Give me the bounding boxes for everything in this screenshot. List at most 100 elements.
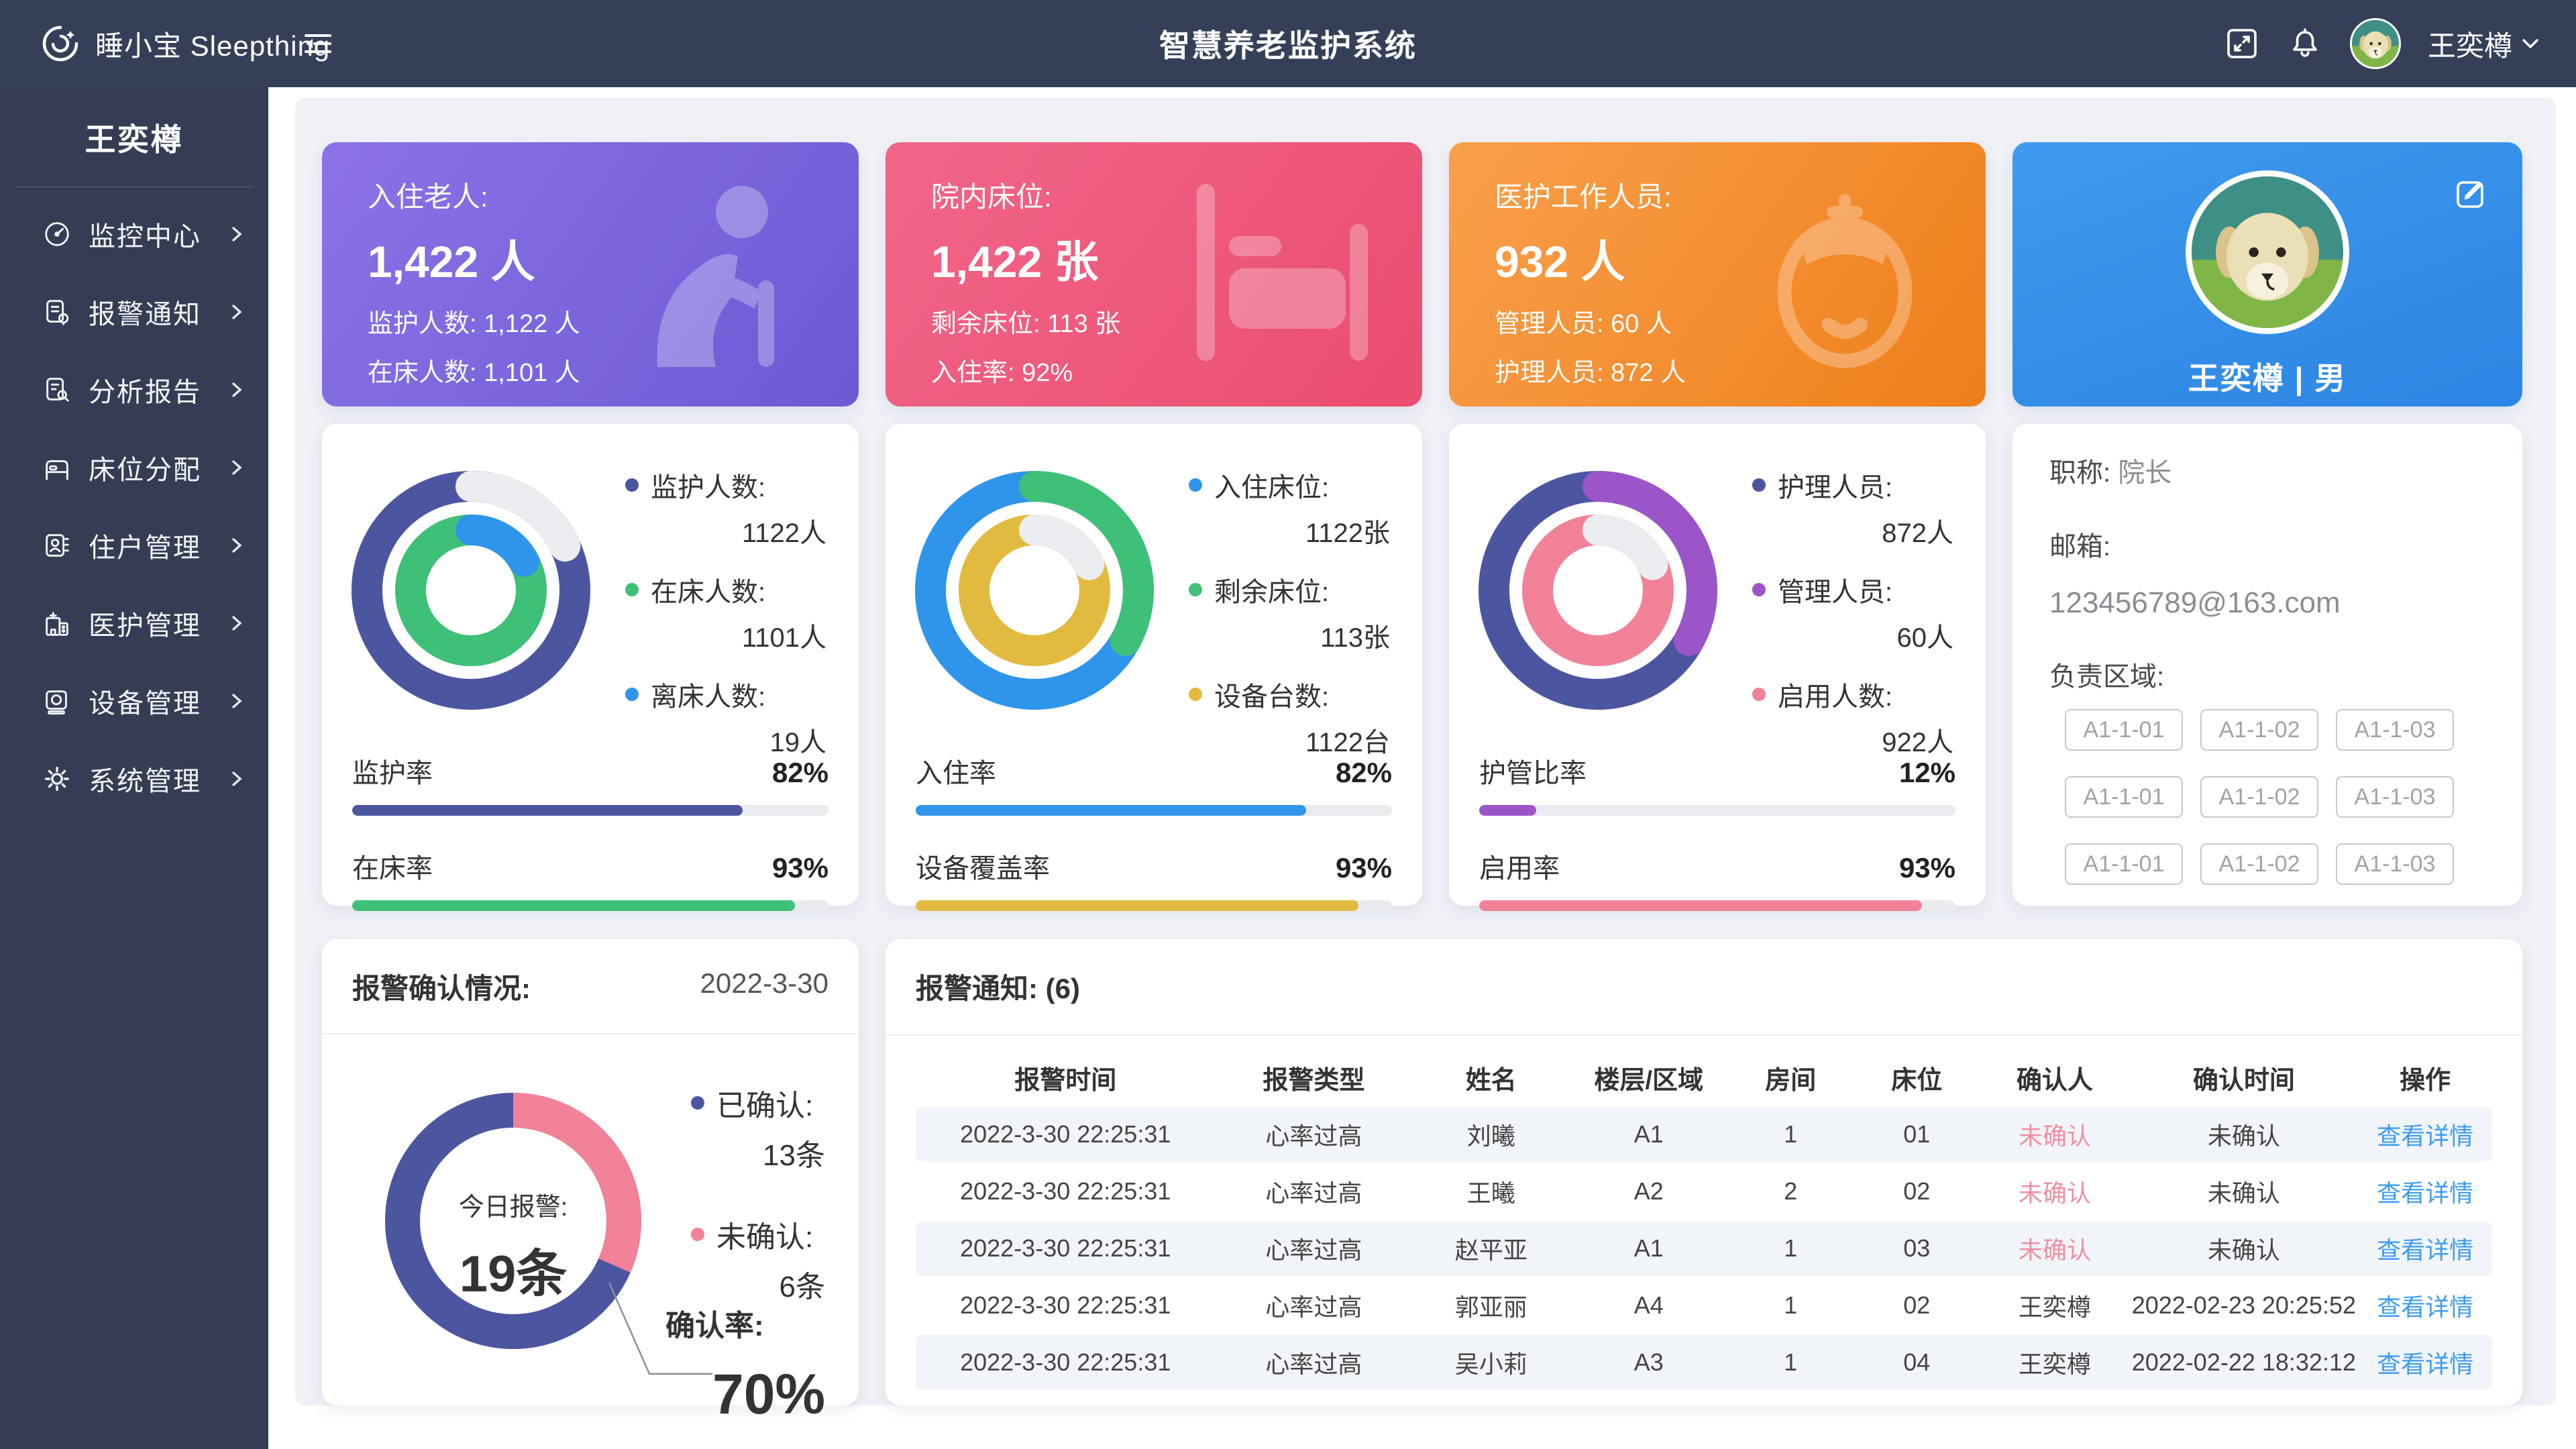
legend-entry: 剩余床位: 113张 xyxy=(1189,570,1390,655)
user-avatar[interactable] xyxy=(2349,18,2401,69)
rate-bar: 在床率 93% xyxy=(352,847,828,911)
email-label: 邮箱: xyxy=(2049,532,2111,561)
zone-chip-grid: A1-1-01 A1-1-02 A1-1-03 A1-1-01 A1-1-02 … xyxy=(2065,709,2454,885)
legend-dot xyxy=(625,583,639,596)
sidebar-item-label: 设备管理 xyxy=(89,689,201,718)
card-line: 剩余床位: 113 张 xyxy=(931,310,1121,338)
legend-dot xyxy=(1752,688,1766,701)
sidebar-item-monitor-center[interactable]: 监控中心 xyxy=(0,195,268,273)
zone-chip: A1-1-02 xyxy=(2200,776,2318,818)
view-details-link[interactable]: 查看详情 xyxy=(2377,1179,2474,1207)
card-line: 监护人数: 1,122 人 xyxy=(368,310,580,338)
card-line: 设备覆盖率: 80% xyxy=(931,400,1124,407)
progress-track xyxy=(916,805,1392,816)
divider xyxy=(322,1033,859,1034)
progress-fill xyxy=(916,805,1307,816)
progress-track xyxy=(352,805,828,816)
job-title-row: 职称: 院长 xyxy=(2049,458,2172,488)
rate-bar: 护管比率 12% xyxy=(1479,751,1955,816)
stat-card-staff: 护理人员: 872人 管理人员: 60人 启用人数: 922人 护管比率 12% … xyxy=(1449,424,1986,911)
card-title: 入住老人: xyxy=(368,181,488,213)
sidebar-item-alarm-notice[interactable]: 报警通知 xyxy=(0,273,268,351)
notifications-bell-icon[interactable] xyxy=(2287,25,2323,62)
chevron-right-icon xyxy=(232,305,242,319)
summary-card-staff: 医护工作人员: 932 人 管理人员: 60 人 护理人员: 872 人 已启用… xyxy=(1449,142,1986,407)
legend-dot xyxy=(625,688,639,701)
page-title: 智慧养老监护系统 xyxy=(1159,28,1417,63)
confirm-rate: 确认率: 70% xyxy=(665,1309,826,1426)
edit-profile-icon[interactable] xyxy=(2453,174,2490,212)
chevron-right-icon xyxy=(232,616,242,631)
zone-chip: A1-1-03 xyxy=(2336,776,2454,818)
table-row: 2022-3-30 22:25:31 心率过高 刘曦 A1 1 01 未确认 未… xyxy=(916,1107,2492,1162)
card-title: 院内床位: xyxy=(931,181,1052,213)
zone-chip: A1-1-01 xyxy=(2065,843,2183,885)
sidebar-item-bed-allocation[interactable]: 床位分配 xyxy=(0,429,268,506)
zone-chip: A1-1-01 xyxy=(2065,776,2183,818)
card-line: 护理人员: 872 人 xyxy=(1495,359,1686,387)
staff-donut-chart xyxy=(1479,471,1717,710)
zone-chip: A1-1-01 xyxy=(2065,709,2183,751)
card-line: 已启用: 922 人 xyxy=(1495,400,1686,407)
rate-bar: 监护率 82% xyxy=(352,751,828,816)
sidebar-item-analysis-report[interactable]: 分析报告 xyxy=(0,351,268,429)
rate-bar: 入住率 82% xyxy=(916,751,1392,816)
email-value: 123456789@163.com xyxy=(2049,586,2341,619)
zone-chip: A1-1-02 xyxy=(2200,709,2318,751)
legend-entry: 入住床位: 1122张 xyxy=(1189,466,1390,550)
legend-entry: 启用人数: 922人 xyxy=(1752,675,1953,759)
sidebar-item-resident-management[interactable]: 住户管理 xyxy=(0,506,268,584)
zone-chip: A1-1-02 xyxy=(2200,843,2318,885)
legend-dot xyxy=(1189,478,1202,492)
report-doc-icon xyxy=(42,374,72,405)
card-line: 在床人数: 1,101 人 xyxy=(368,359,580,387)
sidebar-item-label: 住户管理 xyxy=(89,533,201,563)
unconfirmed-badge: 未确认 xyxy=(2018,1236,2091,1264)
user-menu[interactable]: 王奕樽 xyxy=(2428,23,2539,64)
hospital-icon xyxy=(42,608,72,639)
progress-fill xyxy=(352,900,796,911)
chevron-down-icon xyxy=(2522,39,2538,49)
card-title: 医护工作人员: xyxy=(1495,181,1672,213)
profile-card: 王奕樽 | 男 xyxy=(2012,142,2522,407)
view-details-link[interactable]: 查看详情 xyxy=(2377,1236,2474,1264)
user-menu-name: 王奕樽 xyxy=(2427,30,2512,62)
sidebar-collapse-button[interactable] xyxy=(301,26,335,61)
legend-dot xyxy=(691,1228,704,1241)
legend-dot xyxy=(625,478,639,492)
sidebar-menu: 监控中心 报警通知 分析报告 xyxy=(0,195,268,818)
sidebar-item-label: 分析报告 xyxy=(89,378,201,407)
table-row: 2022-3-30 22:25:31 心率过高 王曦 A2 2 02 未确认 未… xyxy=(916,1164,2492,1219)
legend-dot xyxy=(1752,583,1766,596)
progress-fill xyxy=(916,900,1359,911)
sidebar: 王奕樽 监控中心 报警通知 xyxy=(0,87,268,1449)
view-details-link[interactable]: 查看详情 xyxy=(2377,1122,2474,1150)
legend-dot xyxy=(1189,688,1202,701)
legend-dot xyxy=(1189,583,1202,596)
legend: 护理人员: 872人 管理人员: 60人 启用人数: 922人 xyxy=(1752,466,1953,780)
view-details-link[interactable]: 查看详情 xyxy=(2377,1293,2474,1321)
profile-avatar xyxy=(2186,170,2349,334)
sidebar-item-device-management[interactable]: 设备管理 xyxy=(0,662,268,740)
unconfirmed-badge: 未确认 xyxy=(2018,1122,2091,1150)
alarm-confirmation-card: 报警确认情况: 2022-3-30 今日报警: 19条 已确认: 13条 未确认… xyxy=(322,939,859,1426)
sidebar-divider xyxy=(15,186,254,187)
sidebar-item-label: 系统管理 xyxy=(89,767,201,796)
sidebar-item-system-management[interactable]: 系统管理 xyxy=(0,740,268,818)
alarm-donut-center: 今日报警: 19条 xyxy=(458,1193,568,1303)
fullscreen-icon[interactable] xyxy=(2224,25,2260,62)
view-details-link[interactable]: 查看详情 xyxy=(2377,1350,2474,1378)
gauge-icon xyxy=(42,219,72,250)
profile-name-gender: 王奕樽 | 男 xyxy=(2188,361,2347,396)
rate-bar: 设备覆盖率 93% xyxy=(916,847,1392,911)
legend-entry: 管理人员: 60人 xyxy=(1752,570,1953,655)
divider xyxy=(885,1034,2522,1036)
alarm-table: 报警时间 报警类型 姓名 楼层/区域 房间 床位 确认人 确认时间 操作 202… xyxy=(916,1050,2492,1390)
legend-entry: 已确认: 13条 xyxy=(691,1081,825,1174)
nurse-icon xyxy=(1777,194,1913,368)
legend-entry: 离床人数: 19人 xyxy=(625,675,826,759)
rate-bars: 监护率 82% 在床率 93% xyxy=(352,751,828,911)
sidebar-item-medical-management[interactable]: 医护管理 xyxy=(0,584,268,662)
alarm-doc-icon xyxy=(42,297,72,327)
